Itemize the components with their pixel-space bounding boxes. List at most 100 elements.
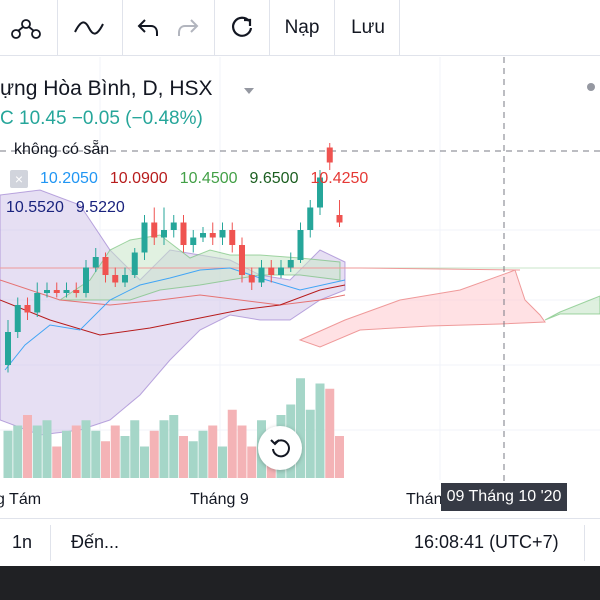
chevron-down-icon[interactable]: [244, 88, 254, 94]
indicator-value: 10.5520: [6, 199, 64, 216]
candle-body: [268, 267, 275, 275]
indicator-value: 9.6500: [249, 170, 299, 187]
volume-bar: [3, 430, 13, 478]
load-label: Nạp: [284, 17, 320, 38]
candle-body: [229, 230, 236, 245]
cloud-red: [298, 269, 546, 348]
price-chart[interactable]: [0, 57, 600, 515]
drawing-button[interactable]: [62, 0, 116, 56]
save-label: Lưu: [351, 17, 385, 38]
volume-bar: [42, 420, 52, 478]
candle-body: [53, 290, 60, 293]
candle-body: [170, 222, 177, 230]
candle-body: [297, 230, 304, 260]
clock-timezone[interactable]: 16:08:41 (UTC+7): [414, 532, 559, 552]
redo-button[interactable]: [168, 0, 208, 56]
candle-body: [112, 275, 119, 283]
indicator-values-bollinger: 10.5520 9.5220: [6, 199, 137, 217]
status-dot-icon: [587, 83, 595, 91]
volume-bar: [315, 383, 325, 478]
candle-body: [73, 290, 80, 293]
bottom-bar: 1n Đến... 16:08:41 (UTC+7): [0, 518, 600, 566]
candle-body: [14, 305, 21, 332]
toolbar-divider: [334, 0, 335, 56]
indicators-icon: [11, 19, 41, 39]
candle-body: [307, 207, 314, 230]
time-axis[interactable]: g Tám Tháng 9 Thán: [0, 486, 600, 516]
symbol-title[interactable]: ựng Hòa Bình, D, HSX: [0, 77, 213, 100]
undo-icon: [137, 19, 158, 36]
toolbar-divider: [399, 0, 400, 56]
volume-bar: [296, 378, 305, 478]
time-tick: Tháng 9: [190, 491, 249, 508]
volume-bar: [140, 446, 149, 478]
top-toolbar: Nạp Lưu: [0, 0, 600, 56]
volume-bar: [305, 409, 315, 478]
time-tick: g Tám: [0, 491, 42, 508]
refresh-button[interactable]: [218, 0, 266, 56]
volume-bar: [13, 425, 23, 478]
chart-pane[interactable]: [0, 57, 600, 515]
volume-bar: [149, 430, 159, 478]
indicator-value: 10.4500: [179, 170, 238, 187]
candle-body: [92, 257, 99, 268]
volume-bar: [101, 441, 110, 478]
indicator-value: 10.2050: [40, 170, 98, 187]
load-button[interactable]: Nạp: [270, 0, 334, 56]
volume-bar: [237, 425, 247, 478]
volume-bar: [120, 436, 130, 478]
conversion-line: [0, 279, 346, 306]
base-line: [0, 284, 346, 336]
volume-bar: [159, 420, 169, 478]
indicator-value: 9.5220: [75, 199, 125, 216]
volume-bar: [71, 425, 81, 478]
candle-body: [122, 275, 128, 283]
system-nav-bar: [0, 566, 600, 600]
candle-body: [209, 233, 216, 238]
price-change: C 10.45 −0.05 (−0.48%): [0, 108, 203, 129]
candle-body: [161, 230, 167, 238]
reset-chart-button[interactable]: [258, 426, 302, 470]
goto-date-button[interactable]: Đến...: [71, 532, 120, 552]
save-button[interactable]: Lưu: [336, 0, 400, 56]
volume-bar: [335, 436, 344, 478]
candle-body: [219, 230, 226, 238]
candle-body: [151, 222, 158, 238]
candle-body: [34, 293, 41, 313]
candle-body: [102, 257, 109, 275]
volume-bar: [32, 425, 42, 478]
candle-body: [190, 237, 197, 245]
candle-body: [131, 252, 138, 275]
crosshair-date-label: 09 Tháng 10 '20: [441, 483, 567, 511]
candle-body: [248, 275, 255, 283]
candle-body: [44, 290, 50, 293]
undo-button[interactable]: [128, 0, 168, 56]
volume-bar: [110, 425, 120, 478]
reset-icon: [270, 439, 290, 458]
volume-bar: [247, 446, 257, 478]
volume-bar: [179, 436, 188, 478]
volume-bar: [23, 415, 32, 478]
candle-body: [287, 260, 294, 268]
indicators-button[interactable]: [0, 0, 52, 56]
candle-body: [83, 267, 89, 293]
volume-bar: [218, 446, 227, 478]
volume-bar: [130, 420, 140, 478]
close-icon[interactable]: ×: [10, 170, 28, 188]
indicator-value: 10.0900: [109, 170, 168, 187]
candle-body: [258, 267, 265, 283]
volume-bar: [227, 409, 237, 478]
volume-bar: [81, 420, 91, 478]
volume-bar: [169, 415, 179, 478]
indicator-value: 10.4250: [310, 170, 369, 187]
volume-unavailable: không có sẵn: [14, 141, 110, 158]
candle-body: [200, 233, 206, 238]
interval-button[interactable]: 1n: [12, 532, 33, 552]
refresh-icon: [231, 16, 253, 37]
candle-body: [239, 245, 245, 275]
volume-bar: [208, 425, 218, 478]
candle-body: [278, 267, 284, 275]
candle-body: [317, 177, 323, 208]
volume-bar: [91, 430, 101, 478]
redo-icon: [178, 19, 199, 36]
